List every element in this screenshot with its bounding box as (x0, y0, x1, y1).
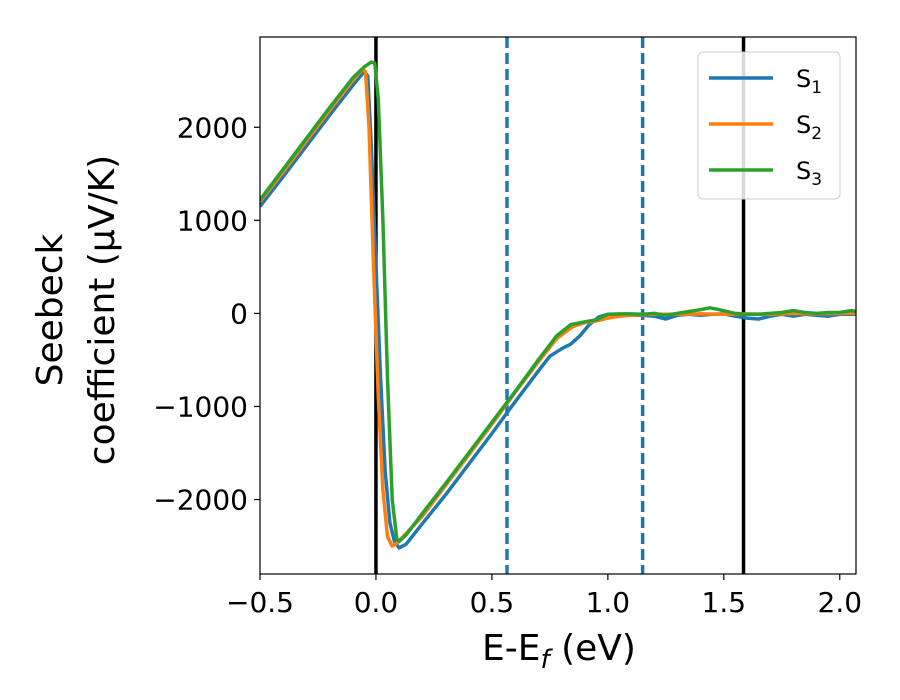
legend-label-s3: S3 (796, 157, 822, 190)
y-tick-label: 2000 (177, 111, 248, 144)
x-tick-label: 1.5 (702, 586, 747, 619)
plot-frame (259, 36, 857, 575)
series-line-s3 (260, 60, 856, 544)
y-axis-label-line1: Seebeck (30, 233, 71, 386)
y-axis-label: Seebeck coefficient (μV/K) (30, 155, 123, 465)
y-axis-label-line2: coefficient (μV/K) (82, 155, 123, 465)
x-axis-label: E-Ef (eV) (482, 628, 636, 675)
series-line-s1 (260, 69, 856, 550)
y-tick-label: 1000 (177, 204, 248, 237)
x-tick-label: −0.5 (226, 586, 294, 619)
y-tick-label: −1000 (153, 390, 248, 423)
x-tick-label: 0.5 (470, 586, 515, 619)
y-tick-label: −2000 (153, 484, 248, 517)
y-axis-ticks: −2000 −1000 0 1000 2000 (153, 111, 260, 517)
y-tick-label: 0 (230, 297, 248, 330)
series-lines (260, 60, 856, 550)
x-tick-label: 0.0 (354, 586, 399, 619)
legend-label-s2: S2 (796, 111, 822, 144)
reference-lines (374, 37, 746, 574)
x-tick-label: 2.0 (818, 586, 863, 619)
x-tick-label: 1.0 (586, 586, 631, 619)
x-axis-ticks: −0.5 0.0 0.5 1.0 1.5 2.0 (226, 574, 862, 619)
legend-label-s1: S1 (796, 65, 822, 98)
legend: S1 S2 S3 (697, 51, 841, 200)
